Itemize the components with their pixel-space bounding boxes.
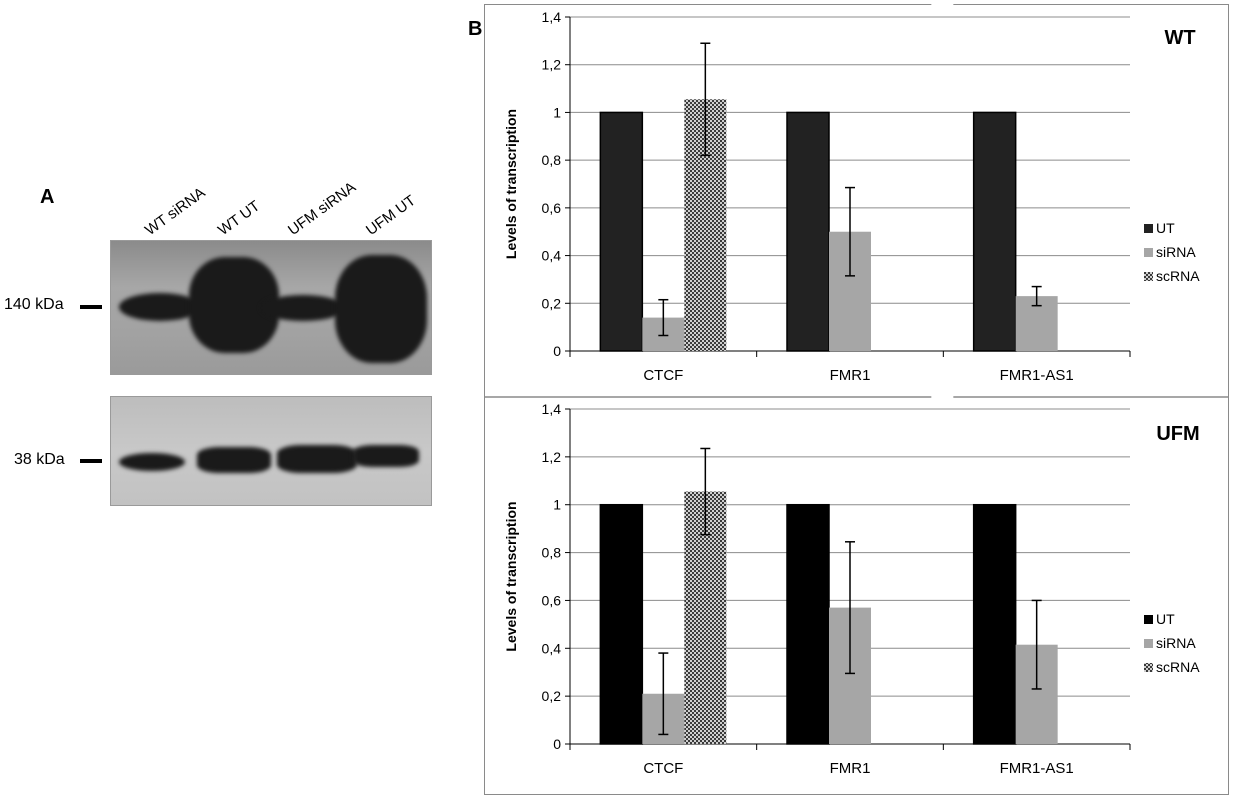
panel-b-frame xyxy=(484,4,1229,795)
y-axis-label: Levels of transcription xyxy=(503,501,519,651)
legend-label-sirna: siRNA xyxy=(1156,635,1196,651)
blot-band-ufm-sirna xyxy=(261,295,345,321)
x-category-label: FMR1 xyxy=(830,760,871,777)
marker-label-140kda: 140 kDa xyxy=(4,296,64,313)
y-tick-label: 0 xyxy=(553,343,561,359)
x-category-label: FMR1 xyxy=(830,367,871,384)
marker-tick-38kda xyxy=(80,459,102,463)
y-tick-label: 1 xyxy=(553,497,561,513)
y-tick-label: 1,4 xyxy=(542,401,562,417)
blot-band-38-ufm-sirna xyxy=(277,445,357,473)
legend-label-ut: UT xyxy=(1156,611,1175,627)
chart-title: WT xyxy=(1164,27,1195,49)
panel-b-letter: B xyxy=(468,18,483,40)
legend-swatch-ut xyxy=(1144,224,1153,233)
bar-ut-ctcf xyxy=(599,503,644,745)
blot-band-38-wt-ut xyxy=(197,447,271,473)
chart-ufm: 0 0,2 0,4 0,6 0,8 1 1,2 1,4 CTCF FMR1 FMR1-AS1 UFM L… xyxy=(503,395,1200,777)
x-category-label: CTCF xyxy=(643,760,683,777)
bar-ut-ctcf xyxy=(599,111,644,352)
western-blot-38kda xyxy=(110,396,432,506)
blot-band-wt-sirna xyxy=(119,293,201,321)
y-tick-label: 1,2 xyxy=(542,57,562,73)
legend-swatch-scrna xyxy=(1144,272,1153,281)
x-category-label: FMR1-AS1 xyxy=(1000,367,1074,384)
y-tick-label: 0,6 xyxy=(542,592,562,608)
blot-band-38-wt-sirna xyxy=(119,453,185,471)
y-tick-label: 0,6 xyxy=(542,200,562,216)
y-axis-label: Levels of transcription xyxy=(503,109,519,259)
y-tick-label: 1 xyxy=(553,104,561,120)
legend-swatch-ut xyxy=(1144,615,1153,624)
chart-wt: 0 0,2 0,4 0,6 0,8 1 1,2 1,4 CTCF FMR1 FMR1-AS1 WT Le… xyxy=(484,3,1229,398)
legend-label-sirna: siRNA xyxy=(1156,244,1196,260)
frame-gap xyxy=(931,395,954,407)
y-tick-label: 0,4 xyxy=(542,640,562,656)
bar-ut-fmr1-as1 xyxy=(972,503,1017,745)
marker-tick-140kda xyxy=(80,305,102,309)
marker-label-38kda: 38 kDa xyxy=(14,451,65,468)
y-tick-label: 1,4 xyxy=(542,9,562,25)
frame-gap xyxy=(931,3,954,15)
bar-ut-fmr1 xyxy=(786,111,830,352)
y-tick-label: 0,4 xyxy=(542,248,562,264)
y-tick-label: 0,8 xyxy=(542,545,562,561)
bar-ut-fmr1 xyxy=(786,503,830,745)
legend-label-ut: UT xyxy=(1156,220,1175,236)
legend-swatch-sirna xyxy=(1144,248,1153,257)
blot-band-ufm-ut xyxy=(335,255,427,363)
bar-ut-fmr1-as1 xyxy=(972,111,1017,352)
y-tick-label: 0,8 xyxy=(542,152,562,168)
x-category-label: FMR1-AS1 xyxy=(1000,760,1074,777)
legend-label-scrna: scRNA xyxy=(1156,268,1200,284)
y-tick-label: 0 xyxy=(553,736,561,752)
blot-band-38-ufm-ut xyxy=(353,445,419,467)
y-tick-label: 0,2 xyxy=(542,688,562,704)
legend-label-scrna: scRNA xyxy=(1156,659,1200,675)
legend-swatch-sirna xyxy=(1144,639,1153,648)
panel-a-letter: A xyxy=(40,186,55,208)
western-blot-140kda xyxy=(110,240,432,375)
y-tick-label: 1,2 xyxy=(542,449,562,465)
x-category-label: CTCF xyxy=(643,367,683,384)
chart-title: UFM xyxy=(1156,423,1199,445)
legend-swatch-scrna xyxy=(1144,663,1153,672)
y-tick-label: 0,2 xyxy=(542,295,562,311)
